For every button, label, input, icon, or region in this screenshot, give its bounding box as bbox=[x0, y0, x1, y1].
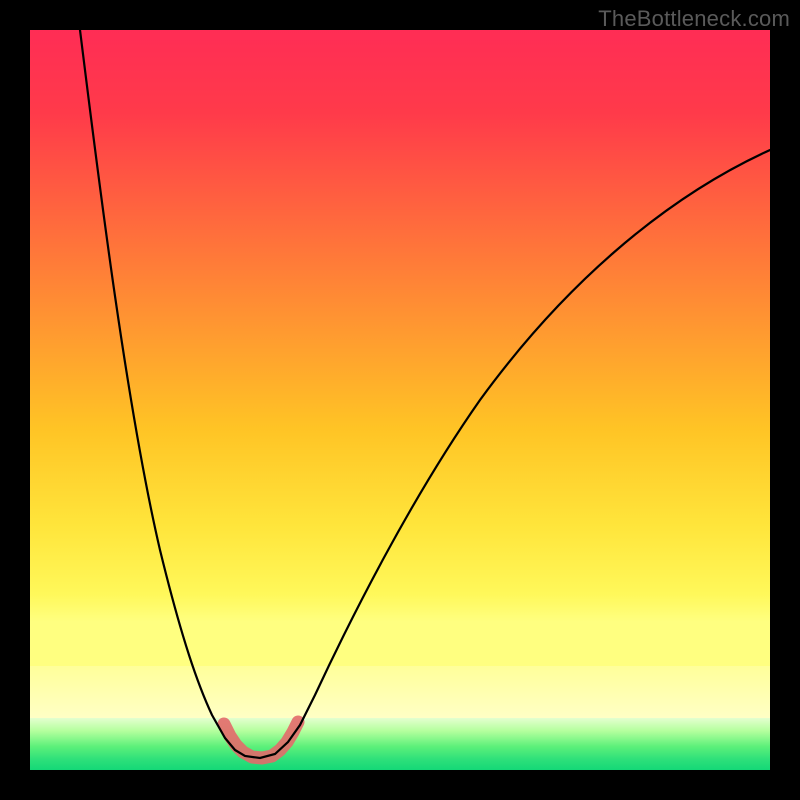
bottleneck-curve-svg bbox=[30, 30, 770, 770]
valley-highlight-path bbox=[224, 722, 298, 758]
plot-area bbox=[30, 30, 770, 770]
bottleneck-curve-path bbox=[80, 30, 770, 758]
attribution-text: TheBottleneck.com bbox=[598, 6, 790, 32]
